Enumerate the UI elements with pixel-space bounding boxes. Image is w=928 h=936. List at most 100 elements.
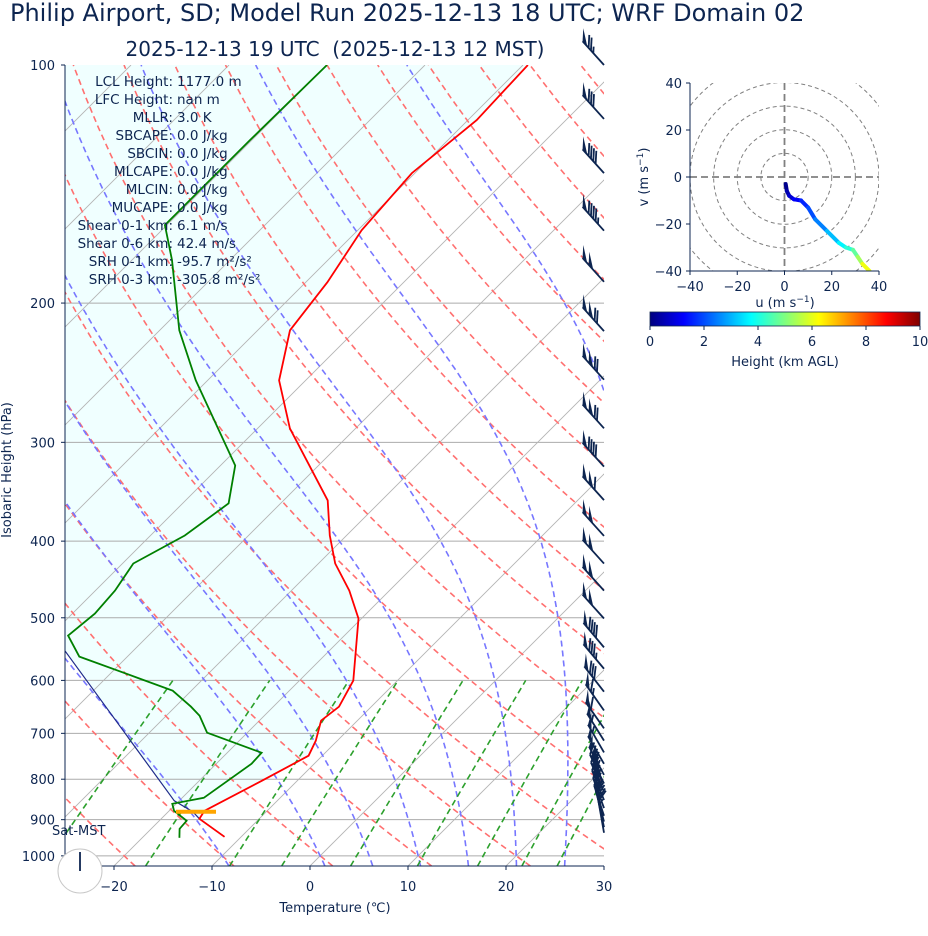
stat-label: SBCIN: [127,146,173,162]
barb-full [596,784,606,797]
colorbar-tick-label: 2 [700,335,708,350]
barb-full [592,148,595,162]
stat-value: 0.0 J/kg [177,164,228,180]
hodograph-trace-segment [806,205,818,222]
isotherm-line [702,65,928,866]
barb-full [588,660,593,674]
barb-flag [582,342,588,362]
wind-barb [597,790,607,833]
hodograph-trace-segment [860,261,872,271]
barb-full [587,436,591,450]
y-tick-label: 300 [30,436,55,451]
mixing-ratio-line [476,679,583,866]
hodograph: −40 40 −20 20 0 0 20 −20 40 −40 u (m s−1) v (m s−1) [636,77,887,311]
wind-barb [581,391,605,429]
stat-value: 3.0 K [177,110,213,126]
barb-full [594,778,603,792]
dry-adiabat-line [65,399,531,866]
barb-full [591,758,598,771]
colorbar-gradient [649,311,921,327]
wind-barb [581,245,605,283]
barb-full [597,787,606,800]
barb-full [594,444,598,458]
wind-barb [581,499,605,537]
stat-value: 0.0 J/kg [177,128,228,144]
barb-flag [582,499,588,518]
stat-label: MLCAPE: [114,164,173,180]
mixing-ratio-line [521,714,604,866]
mixing-ratio-line [281,679,399,866]
stat-label: SRH 0-1 km: [89,254,173,270]
barb-full [593,307,597,321]
hodograph-y-tick-label: −40 [655,265,682,280]
isotherm-line [309,571,604,866]
y-tick-label: 100 [30,59,55,74]
barb-flag [588,398,594,417]
wind-barb [581,526,605,565]
barb-full [592,765,600,779]
barb-half [590,714,595,722]
barb-flag [582,193,588,213]
y-tick-label: 800 [30,773,55,788]
barb-full [590,745,597,759]
barb-full [590,145,593,159]
moist-adiabat-line [65,400,374,866]
stat-value: 6.1 m/s [177,218,228,234]
barb-staff [581,539,605,565]
barb-full [594,150,598,164]
barb-full [593,476,597,490]
barb-full [596,310,599,324]
barb-flag [585,689,590,708]
barb-full [593,356,597,370]
barb-flag [582,581,588,600]
wind-barb [581,193,605,232]
wind-barb [581,553,605,592]
dry-adiabat-line [326,65,604,404]
barb-full [597,790,607,802]
stat-label: MUCAPE: [112,200,173,216]
barb-staff [581,594,605,620]
hodograph-y-label: v (m s−1) [636,148,652,207]
barb-flag [582,28,588,47]
barb-full [589,696,594,710]
isotherm-line [65,65,230,230]
stat-value: 0.0 J/kg [177,182,228,198]
barb-staff [597,801,605,833]
stat-label: Shear 0-6 km: [78,236,173,252]
stat-label: SRH 0-3 km: [89,272,173,288]
wind-barb [581,294,605,332]
dry-adiabat-line [579,65,604,96]
barb-flag [588,349,594,368]
colorbar-tick-label: 4 [754,335,762,350]
x-tick-label: 20 [498,880,515,895]
barb-full [593,404,597,418]
moist-adiabat-line [65,99,470,866]
wind-barb [581,429,605,468]
barb-full [594,208,598,222]
hodograph-y-tick-label: 20 [665,124,682,139]
hodograph-trace-segment [825,229,841,245]
stat-label: Shear 0-1 km: [78,218,173,234]
barb-flag [588,560,594,579]
dry-adiabat-line [834,65,928,866]
wind-barb [583,653,605,693]
stat-label: SBCAPE: [116,128,173,144]
barb-flag [588,588,594,607]
barb-flag [582,553,588,573]
y-tick-label: 1000 [22,850,55,865]
barb-flag [588,505,594,525]
wind-barb [581,82,605,120]
barb-full [592,441,595,455]
stat-value: 0.0 J/kg [177,200,228,216]
stat-value: 42.4 m/s [177,236,236,252]
dry-adiabat-line [72,65,604,719]
isotherm-line [603,865,604,866]
clock-icon [57,848,103,894]
y-axis-label: Isobaric Height (hPa) [0,402,15,538]
isotherm-line [65,65,426,426]
barb-staff [581,475,605,501]
barb-full [590,640,594,654]
barb-flag [588,712,592,731]
barb-full [587,88,591,102]
